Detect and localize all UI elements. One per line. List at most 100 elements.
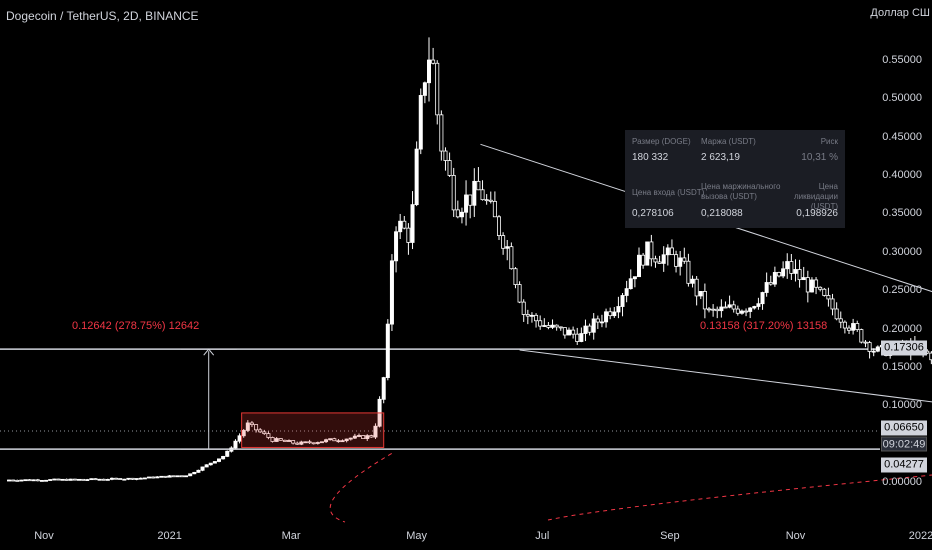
symbol-title: Dogecoin / TetherUS, 2D, BINANCE — [6, 9, 199, 23]
candle-down — [777, 272, 782, 277]
time-axis-tick: 2021 — [157, 530, 182, 542]
candle-down — [266, 433, 271, 438]
candle-up — [645, 241, 650, 266]
candle-down — [484, 199, 489, 202]
risk-header: Риск — [820, 137, 838, 146]
candle-down — [406, 227, 411, 243]
candle-down — [402, 220, 407, 229]
candle-up — [620, 295, 625, 307]
upper-level-price-tag: 0.17306 — [881, 340, 927, 356]
candle-up — [146, 476, 151, 479]
candle-down — [468, 194, 473, 206]
candle-up — [142, 477, 147, 480]
candle-up — [85, 479, 90, 481]
candle-down — [254, 424, 259, 431]
candle-down — [439, 114, 444, 152]
candle-down — [929, 352, 932, 361]
candle-down — [814, 279, 819, 288]
candle-down — [513, 268, 518, 286]
candle-down — [768, 282, 773, 285]
candle-up — [739, 310, 744, 314]
right-measure-label: 0.13158 (317.20%) 13158 — [700, 320, 828, 332]
axis-currency-label[interactable]: Доллар СШ — [870, 7, 930, 19]
price-axis-tick: 0.15000 — [882, 360, 922, 373]
candle-up — [68, 478, 73, 481]
candle-up — [109, 477, 114, 480]
projection-curve-right — [547, 474, 932, 521]
candle-down — [307, 441, 312, 444]
candle-down — [509, 246, 514, 270]
candle-up — [604, 311, 609, 323]
candle-down — [826, 295, 831, 300]
candle-up — [105, 478, 110, 481]
risk-value: 10,31 % — [801, 152, 838, 163]
position-info-panel: Размер (DOGE) 180 332 Маржа (USDT) 2 623… — [625, 130, 845, 228]
candle-up — [348, 437, 353, 440]
candle-up — [196, 469, 201, 473]
candle-up — [567, 329, 572, 336]
candle-up — [356, 435, 361, 437]
price-axis-tick: 0.45000 — [882, 130, 922, 143]
candle-up — [599, 321, 604, 324]
candle-up — [19, 479, 24, 482]
time-axis-tick: Nov — [785, 530, 806, 542]
candle-down — [27, 479, 32, 482]
candle-up — [851, 323, 856, 331]
candle-down — [694, 278, 699, 297]
candle-up — [550, 324, 555, 328]
candle-up — [344, 438, 349, 442]
accumulation-box — [241, 412, 385, 448]
candle-down — [451, 175, 456, 211]
candle-down — [35, 479, 40, 482]
candle-up — [274, 438, 279, 442]
candle-down — [855, 323, 860, 330]
candle-up — [328, 438, 333, 441]
candle-up — [184, 475, 189, 478]
bar-countdown: 09:02:49 — [881, 436, 927, 452]
candle-down — [151, 476, 156, 479]
candle-up — [398, 220, 403, 233]
candle-down — [538, 320, 543, 327]
candle-down — [657, 261, 662, 264]
candle-up — [97, 478, 102, 481]
candle-up — [612, 311, 617, 317]
candle-down — [525, 314, 530, 317]
candle-up — [418, 95, 423, 150]
price-axis-tick: 0.25000 — [882, 284, 922, 297]
candle-down — [81, 478, 86, 481]
candle-down — [262, 431, 267, 435]
left-measure-label: 0.12642 (278.75%) 12642 — [72, 320, 200, 332]
candle-up — [336, 440, 341, 443]
candle-down — [669, 247, 674, 256]
entry-price-header: Цена входа (USDT) — [632, 188, 705, 197]
candle-down — [455, 209, 460, 218]
candle-up — [167, 475, 172, 478]
candle-up — [809, 279, 814, 293]
candle-up — [385, 323, 390, 378]
candle-up — [381, 377, 386, 400]
candle-up — [756, 303, 761, 307]
candle-up — [204, 464, 209, 468]
price-axis-tick: 0.20000 — [882, 322, 922, 335]
margin-value: 2 623,19 — [701, 152, 740, 163]
candle-down — [830, 298, 835, 310]
price-axis-tick: 0.10000 — [882, 399, 922, 412]
candle-up — [665, 247, 670, 256]
candle-down — [443, 150, 448, 161]
candle-down — [15, 479, 20, 482]
candle-up — [315, 442, 320, 444]
candle-down — [558, 326, 563, 329]
candle-up — [237, 435, 242, 442]
candle-down — [818, 286, 823, 290]
candle-down — [867, 342, 872, 352]
current-price-tag: 0.06650 — [881, 420, 927, 436]
candle-up — [678, 257, 683, 267]
candle-up — [637, 254, 642, 278]
candle-down — [295, 442, 300, 445]
price-axis-tick: 0.00000 — [882, 476, 922, 488]
candle-down — [546, 325, 551, 328]
candle-down — [571, 329, 576, 335]
candle-up — [233, 440, 238, 449]
candle-down — [521, 301, 526, 315]
